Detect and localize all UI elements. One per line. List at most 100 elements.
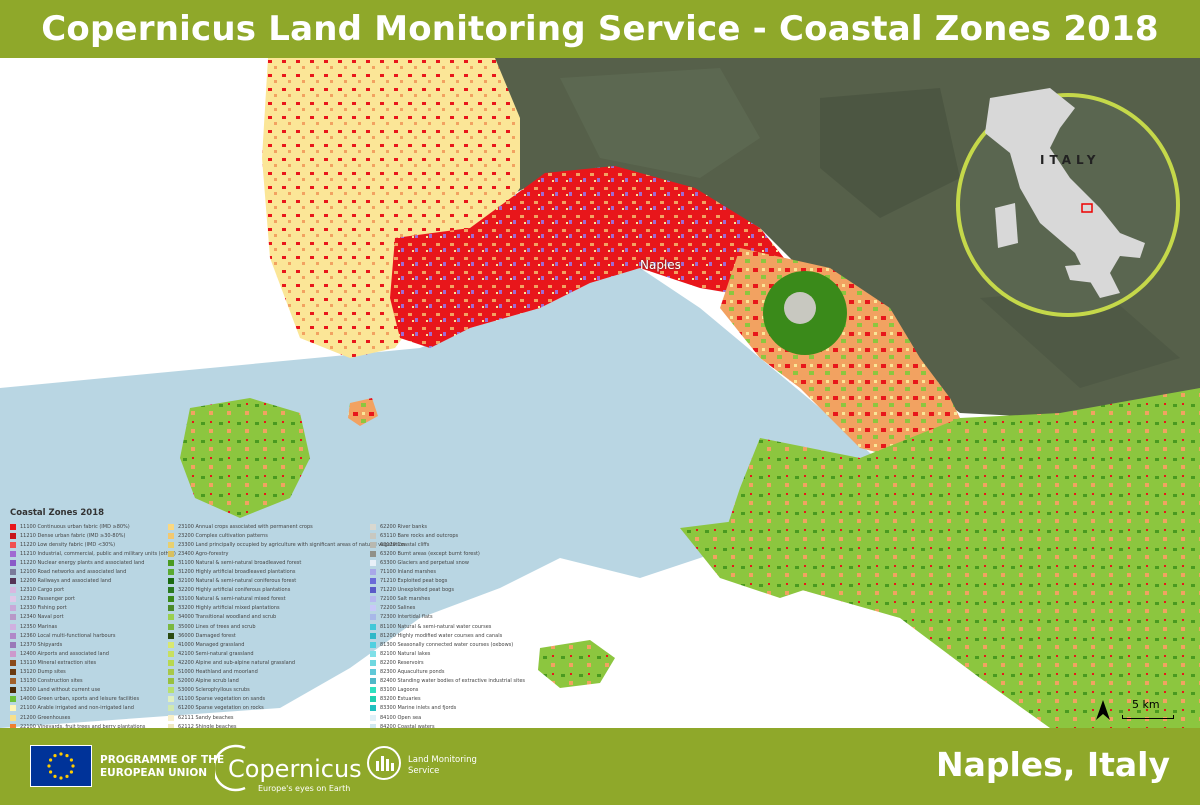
legend-label: 63200 Burnt areas (except burnt forest)	[380, 550, 480, 557]
legend-label: 71210 Exploited peat bogs	[380, 578, 448, 585]
legend-swatch	[370, 605, 376, 612]
legend-swatch	[370, 623, 376, 630]
legend-label: 12320 Passenger port	[20, 596, 75, 603]
legend-item: 81100 Natural & semi-natural water cours…	[370, 622, 570, 631]
legend-item: 23400 Agro-forestry	[168, 549, 368, 558]
legend-swatch	[370, 650, 376, 657]
legend-item: 84200 Coastal waters	[370, 722, 570, 728]
legend-label: 81300 Seasonally connected water courses…	[380, 641, 514, 648]
legend-label: 36000 Damaged forest	[178, 632, 236, 639]
legend-item: 11210 Industrial, commercial, public and…	[10, 549, 210, 558]
legend-item: 12350 Marinas	[10, 622, 210, 631]
legend-item: 31200 Highly artificial broadleaved plan…	[168, 567, 368, 576]
eu-flag-icon	[30, 745, 92, 787]
legend-column-3: 62200 River banks 63110 Bare rocks and ou…	[370, 522, 570, 728]
legend-label: 62111 Sandy beaches	[178, 714, 234, 721]
legend-item: 32100 Natural & semi-natural coniferous …	[168, 577, 368, 586]
legend-label: 63110 Bare rocks and outcrops	[380, 532, 459, 539]
lms-line-2: Service	[408, 766, 440, 776]
legend-swatch	[370, 659, 376, 666]
legend-swatch	[168, 605, 174, 612]
legend-label: 62112 Shingle beaches	[178, 723, 237, 728]
legend-item: 13110 Mineral extraction sites	[10, 658, 210, 667]
legend-swatch	[10, 587, 16, 594]
legend-item: 13120 Dump sites	[10, 668, 210, 677]
legend-item: 11220 Low density fabric (IMD <30%)	[10, 540, 210, 549]
inset-country-label: ITALY	[1040, 153, 1101, 167]
legend-swatch	[168, 659, 174, 666]
legend-swatch	[370, 569, 376, 576]
legend-item: 12400 Airports and associated land	[10, 649, 210, 658]
legend-label: 34000 Transitional woodland and scrub	[178, 614, 277, 621]
legend-label: 11220 Nuclear energy plants and associat…	[20, 559, 145, 566]
legend-label: 12360 Local multi-functional harbours	[20, 632, 116, 639]
legend-label: 72200 Salines	[380, 605, 416, 612]
legend-item: 33200 Highly artificial mixed plantation…	[168, 604, 368, 613]
legend-swatch	[10, 687, 16, 694]
legend-swatch	[168, 596, 174, 603]
legend-label: 84200 Coastal waters	[380, 723, 435, 728]
legend-label: 63300 Glaciers and perpetual snow	[380, 559, 469, 566]
north-arrow-icon	[1096, 700, 1110, 720]
legend-item: 12200 Railways and associated land	[10, 577, 210, 586]
legend-label: 11210 Dense urban fabric (IMD ≥30-80%)	[20, 532, 126, 539]
legend-label: 61200 Sparse vegetation on rocks	[178, 705, 264, 712]
legend-item: 62200 River banks	[370, 522, 570, 531]
legend-swatch	[10, 678, 16, 685]
legend-item: 36000 Damaged forest	[168, 631, 368, 640]
legend-item: 12100 Road networks and associated land	[10, 567, 210, 576]
legend-item: 81200 Highly modified water courses and …	[370, 631, 570, 640]
legend-label: 21200 Greenhouses	[20, 714, 71, 721]
legend-item: 11210 Dense urban fabric (IMD ≥30-80%)	[10, 531, 210, 540]
legend-item: 83200 Estuaries	[370, 695, 570, 704]
legend-swatch	[168, 523, 174, 530]
legend-swatch	[10, 632, 16, 639]
legend-label: 82100 Natural lakes	[380, 650, 431, 657]
legend-label: 52000 Alpine scrub land	[178, 678, 239, 685]
legend-swatch	[370, 578, 376, 585]
eu-programme-label: PROGRAMME OF THE EUROPEAN UNION	[100, 754, 224, 780]
legend-label: 23100 Annual crops associated with perma…	[178, 523, 313, 530]
legend-label: 42100 Semi-natural grassland	[178, 650, 254, 657]
legend-swatch	[10, 669, 16, 676]
legend-swatch	[370, 596, 376, 603]
legend-swatch	[10, 523, 16, 530]
place-title: Naples, Italy	[935, 745, 1170, 784]
legend-label: 32100 Natural & semi-natural coniferous …	[178, 578, 297, 585]
legend-swatch	[370, 687, 376, 694]
map-view[interactable]: ITALY Naples Coastal Zones 2018 11100 Co…	[0, 58, 1200, 728]
legend-swatch	[370, 532, 376, 539]
legend-item: 23200 Complex cultivation patterns	[168, 531, 368, 540]
legend-item: 71220 Unexploited peat bogs	[370, 586, 570, 595]
legend-label: 23300 Land principally occupied by agric…	[178, 541, 406, 548]
legend-swatch	[168, 550, 174, 557]
land-monitoring-label: Land Monitoring Service	[408, 755, 477, 777]
legend-item: 62112 Shingle beaches	[168, 722, 368, 728]
legend-swatch	[168, 569, 174, 576]
legend-swatch	[10, 714, 16, 721]
legend-label: 82400 Standing water bodies of extractiv…	[380, 678, 526, 685]
legend-item: 22100 Vineyards, fruit trees and berry p…	[10, 722, 210, 728]
legend-swatch	[370, 714, 376, 721]
legend-item: 42200 Alpine and sub-alpine natural gras…	[168, 658, 368, 667]
legend-swatch	[168, 705, 174, 712]
legend-label: 11100 Continuous urban fabric (IMD ≥80%)	[20, 523, 130, 530]
land-cover-map	[0, 58, 1200, 728]
place-label: Naples	[640, 258, 681, 272]
legend-swatch	[370, 723, 376, 728]
legend-swatch	[168, 714, 174, 721]
legend-swatch	[370, 669, 376, 676]
legend-label: 41000 Managed grassland	[178, 641, 245, 648]
legend-label: 23200 Complex cultivation patterns	[178, 532, 268, 539]
legend-item: 13200 Land without current use	[10, 686, 210, 695]
legend-label: 63120 Coastal cliffs	[380, 541, 430, 548]
legend-item: 33100 Natural & semi-natural mixed fores…	[168, 595, 368, 604]
legend-item: 82300 Aquaculture ponds	[370, 668, 570, 677]
eu-line-2: EUROPEAN UNION	[100, 767, 208, 779]
legend-label: 12330 Fishing port	[20, 605, 67, 612]
legend-item: 53000 Sclerophyllous scrubs	[168, 686, 368, 695]
legend-label: 13200 Land without current use	[20, 687, 101, 694]
legend-swatch	[168, 723, 174, 728]
legend-label: 13120 Dump sites	[20, 669, 66, 676]
legend-label: 22100 Vineyards, fruit trees and berry p…	[20, 723, 146, 728]
